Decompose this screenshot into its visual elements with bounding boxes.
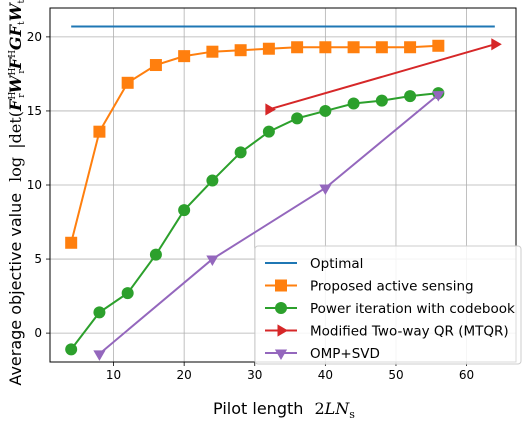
data-point bbox=[206, 45, 219, 58]
legend-label: Modified Two-way QR (MTQR) bbox=[310, 324, 509, 340]
data-point bbox=[432, 91, 445, 102]
legend-marker bbox=[277, 324, 288, 337]
legend: Optimal Proposed active sensing Power iter… bbox=[254, 245, 522, 365]
legend-item: OMP+SVD bbox=[265, 346, 380, 362]
data-point bbox=[93, 350, 106, 361]
data-point bbox=[149, 59, 162, 72]
series-line bbox=[98, 93, 439, 355]
data-point bbox=[347, 41, 360, 54]
y-tick-label: 15 bbox=[27, 104, 42, 118]
x-tick-label: 30 bbox=[247, 368, 262, 382]
legend-item: Optimal bbox=[265, 256, 363, 272]
data-point bbox=[234, 44, 247, 57]
y-axis: 0 5 10 15 20 bbox=[27, 30, 50, 340]
legend-box bbox=[254, 245, 522, 365]
y-tick-label: 5 bbox=[34, 252, 42, 266]
data-point bbox=[491, 38, 502, 51]
legend-label: Proposed active sensing bbox=[310, 279, 474, 295]
x-axis: 10 20 30 40 50 60 bbox=[106, 362, 474, 382]
x-axis-label: Pilot length 2LNs bbox=[213, 399, 355, 421]
data-point bbox=[404, 41, 417, 54]
data-point bbox=[206, 255, 219, 267]
data-point bbox=[319, 184, 332, 195]
series-1 bbox=[65, 39, 445, 249]
data-point bbox=[178, 50, 191, 63]
legend-label: Optimal bbox=[310, 256, 363, 272]
legend-label: Power iteration with codebook bbox=[310, 301, 515, 317]
data-point bbox=[178, 204, 191, 217]
data-point bbox=[93, 306, 106, 319]
x-tick-label: 40 bbox=[318, 368, 333, 382]
series-4 bbox=[93, 91, 445, 361]
data-point bbox=[291, 112, 304, 125]
data-point bbox=[265, 103, 276, 116]
data-point bbox=[262, 42, 275, 55]
series-2 bbox=[65, 87, 445, 356]
data-point bbox=[234, 146, 247, 159]
data-point bbox=[319, 41, 332, 54]
y-tick-label: 20 bbox=[27, 30, 42, 44]
data-point bbox=[404, 90, 417, 103]
legend-item: Power iteration with codebook bbox=[265, 301, 515, 317]
x-tick-label: 60 bbox=[459, 368, 474, 382]
y-axis-label: Average objective value log |det(FHrWHrF… bbox=[6, 0, 27, 386]
legend-item: Modified Two-way QR (MTQR) bbox=[265, 324, 509, 340]
legend-label: OMP+SVD bbox=[310, 346, 380, 362]
x-tick-label: 50 bbox=[388, 368, 403, 382]
data-point bbox=[375, 94, 388, 107]
legend-marker bbox=[275, 279, 287, 292]
data-point bbox=[206, 174, 219, 187]
data-point bbox=[65, 236, 78, 249]
data-point bbox=[65, 343, 78, 356]
data-point bbox=[432, 39, 445, 52]
data-point bbox=[291, 41, 304, 54]
x-tick-label: 10 bbox=[106, 368, 121, 382]
data-point bbox=[375, 41, 388, 54]
data-point bbox=[149, 248, 162, 261]
legend-items: Optimal Proposed active sensing Power iter… bbox=[265, 256, 515, 362]
data-point bbox=[319, 104, 332, 117]
data-point bbox=[93, 125, 106, 138]
series-3 bbox=[265, 38, 502, 116]
y-tick-label: 0 bbox=[34, 326, 42, 340]
legend-marker bbox=[275, 302, 287, 314]
series-line bbox=[268, 43, 496, 111]
data-point bbox=[121, 287, 134, 300]
data-point bbox=[262, 125, 275, 138]
series-layer bbox=[65, 25, 502, 361]
data-point bbox=[347, 97, 360, 110]
x-tick-label: 20 bbox=[177, 368, 192, 382]
y-tick-label: 10 bbox=[27, 178, 42, 192]
data-point bbox=[121, 76, 134, 89]
legend-marker bbox=[274, 349, 288, 360]
legend-item: Proposed active sensing bbox=[265, 279, 474, 295]
